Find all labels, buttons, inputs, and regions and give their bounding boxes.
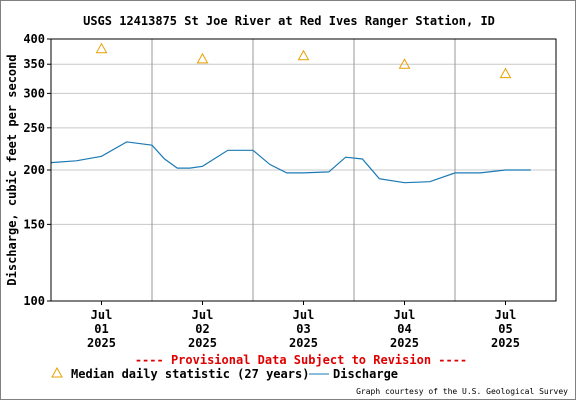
median-marker	[499, 67, 512, 79]
x-tick-label: 2025	[87, 336, 116, 350]
x-tick-label: 2025	[188, 336, 217, 350]
y-tick-label: 300	[23, 86, 45, 100]
x-tick-label: Jul	[495, 308, 517, 322]
x-tick-labels: Jul012025Jul022025Jul032025Jul042025Jul0…	[87, 308, 520, 350]
y-tick-label: 150	[23, 217, 45, 231]
y-axis-label: Discharge, cubic feet per second	[5, 54, 19, 285]
legend: Median daily statistic (27 years) Discha…	[51, 366, 398, 381]
x-tick-label: 04	[397, 322, 411, 336]
grid	[47, 38, 556, 305]
median-marker	[95, 42, 108, 54]
median-marker	[297, 49, 310, 61]
median-marker	[398, 58, 411, 69]
x-tick-label: 02	[195, 322, 209, 336]
x-tick-label: 01	[94, 322, 108, 336]
discharge-line	[50, 141, 531, 184]
y-tick-label: 100	[23, 294, 45, 308]
x-tick-label: Jul	[293, 308, 315, 322]
x-tick-label: Jul	[91, 308, 113, 322]
y-tick-label: 250	[23, 121, 45, 135]
median-marker	[196, 52, 209, 64]
series-markers	[95, 42, 512, 79]
legend-item-discharge: Discharge	[309, 367, 398, 381]
provisional-note: ---- Provisional Data Subject to Revisio…	[135, 353, 467, 367]
x-tick-label: 2025	[491, 336, 520, 350]
legend-item-median: Median daily statistic (27 years)	[51, 366, 309, 381]
x-tick-label: 03	[296, 322, 310, 336]
y-tick-label: 400	[23, 32, 45, 46]
legend-label-median: Median daily statistic (27 years)	[71, 367, 309, 381]
x-tick-label: 05	[498, 322, 512, 336]
series-lines	[50, 141, 531, 184]
x-tick-label: Jul	[394, 308, 416, 322]
plot-area-border	[50, 38, 557, 302]
y-tick-label: 350	[23, 57, 45, 71]
legend-label-discharge: Discharge	[333, 367, 398, 381]
credit-text: Graph courtesy of the U.S. Geological Su…	[356, 387, 568, 396]
chart-title: USGS 12413875 St Joe River at Red Ives R…	[83, 14, 495, 28]
x-tick-label: 2025	[289, 336, 318, 350]
x-tick-label: 2025	[390, 336, 419, 350]
y-tick-label: 200	[23, 163, 45, 177]
y-tick-labels: 100 150 200 250 300 350 400	[23, 32, 45, 308]
x-tick-label: Jul	[192, 308, 214, 322]
triangle-icon	[51, 366, 63, 378]
